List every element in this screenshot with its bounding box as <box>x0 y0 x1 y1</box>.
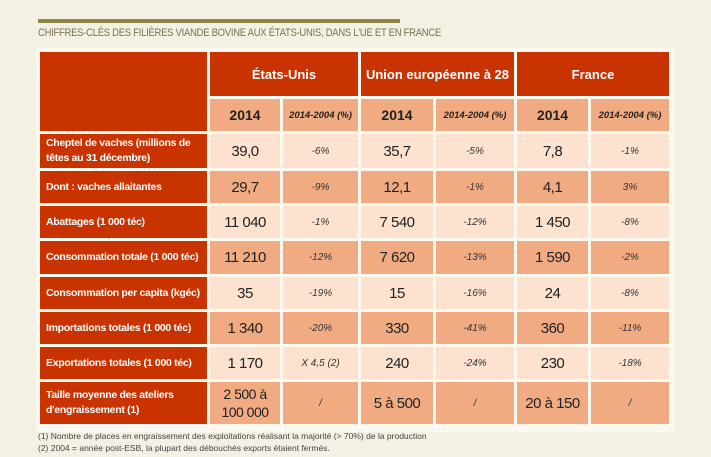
data-table: États-Unis Union européenne à 28 France … <box>37 49 672 427</box>
value-2014: 1 170 <box>210 347 280 379</box>
value-change: -1% <box>591 134 669 168</box>
table-row: Exportations totales (1 000 téc) 1 170 X 4… <box>40 347 669 379</box>
value-change: -19% <box>283 277 358 309</box>
value-change: -1% <box>436 171 514 203</box>
footnote-2: (2) 2004 = année post-ESB, la plupart de… <box>38 443 330 453</box>
value-change: 3% <box>591 171 669 203</box>
value-2014: 11 210 <box>210 241 280 274</box>
value-change: X 4,5 (2) <box>283 347 358 379</box>
table-row: Consommation totale (1 000 téc) 11 210 -12… <box>40 241 669 274</box>
row-label: Consommation totale (1 000 téc) <box>40 241 207 274</box>
value-change: -2% <box>591 241 669 274</box>
subheader-change: 2014-2004 (%) <box>591 99 669 131</box>
row-label: Exportations totales (1 000 téc) <box>40 347 207 379</box>
subheader-change: 2014-2004 (%) <box>436 99 514 131</box>
value-2014: 15 <box>361 277 433 309</box>
value-change: -20% <box>283 312 358 344</box>
table-row: Importations totales (1 000 téc) 1 340 -20… <box>40 312 669 344</box>
value-2014: 24 <box>517 277 588 309</box>
subheader-year: 2014 <box>210 99 280 131</box>
row-label: Consommation per capita (kgéc) <box>40 277 207 309</box>
value-change: -24% <box>436 347 514 379</box>
value-change: -12% <box>436 206 514 238</box>
value-2014: 39,0 <box>210 134 280 168</box>
header-france: France <box>517 52 669 96</box>
value-change: -1% <box>283 206 358 238</box>
value-2014: 4,1 <box>517 171 588 203</box>
value-2014: 330 <box>361 312 433 344</box>
table-row: Abattages (1 000 téc) 11 040 -1% 7 540 -12% 1… <box>40 206 669 238</box>
row-label: Abattages (1 000 téc) <box>40 206 207 238</box>
value-2014: 7,8 <box>517 134 588 168</box>
header-eu: Union européenne à 28 <box>361 52 514 96</box>
table-title: CHIFFRES-CLÉS DES FILIÈRES VIANDE BOVINE… <box>38 27 442 39</box>
table-row: Consommation per capita (kgéc) 35 -19% 15 -1… <box>40 277 669 309</box>
value-2014: 5 à 500 <box>361 382 433 424</box>
subheader-change: 2014-2004 (%) <box>283 99 358 131</box>
row-label: Taille moyenne des ateliers d'engraissem… <box>40 382 207 424</box>
subheader-year: 2014 <box>361 99 433 131</box>
value-change: / <box>283 382 358 424</box>
row-label: Importations totales (1 000 téc) <box>40 312 207 344</box>
value-change: -9% <box>283 171 358 203</box>
header-us: États-Unis <box>210 52 358 96</box>
footnote-1: (1) Nombre de places en engraissement de… <box>38 431 427 441</box>
value-change: -13% <box>436 241 514 274</box>
value-change: -41% <box>436 312 514 344</box>
value-2014: 2 500 à 100 000 <box>210 382 280 424</box>
corner-cell <box>40 52 207 131</box>
value-2014: 1 590 <box>517 241 588 274</box>
value-2014: 230 <box>517 347 588 379</box>
table-row: Dont : vaches allaitantes 29,7 -9% 12,1 -1% 4… <box>40 171 669 203</box>
value-change: -5% <box>436 134 514 168</box>
value-2014: 12,1 <box>361 171 433 203</box>
value-2014: 7 620 <box>361 241 433 274</box>
value-change: -16% <box>436 277 514 309</box>
value-2014: 35 <box>210 277 280 309</box>
value-change: -8% <box>591 206 669 238</box>
value-change: -11% <box>591 312 669 344</box>
value-2014: 20 à 150 <box>517 382 588 424</box>
value-change: -6% <box>283 134 358 168</box>
row-label: Dont : vaches allaitantes <box>40 171 207 203</box>
value-2014: 35,7 <box>361 134 433 168</box>
subheader-year: 2014 <box>517 99 588 131</box>
value-2014: 29,7 <box>210 171 280 203</box>
row-label: Cheptel de vaches (millions de têtes au … <box>40 134 207 168</box>
title-rule <box>38 19 400 23</box>
value-change: / <box>436 382 514 424</box>
value-change: -8% <box>591 277 669 309</box>
value-change: -18% <box>591 347 669 379</box>
value-2014: 11 040 <box>210 206 280 238</box>
table-row: Taille moyenne des ateliers d'engraissem… <box>40 382 669 424</box>
value-2014: 7 540 <box>361 206 433 238</box>
value-change: -12% <box>283 241 358 274</box>
value-2014: 1 340 <box>210 312 280 344</box>
value-change: / <box>591 382 669 424</box>
value-2014: 1 450 <box>517 206 588 238</box>
value-2014: 240 <box>361 347 433 379</box>
table-row: Cheptel de vaches (millions de têtes au … <box>40 134 669 168</box>
value-2014: 360 <box>517 312 588 344</box>
